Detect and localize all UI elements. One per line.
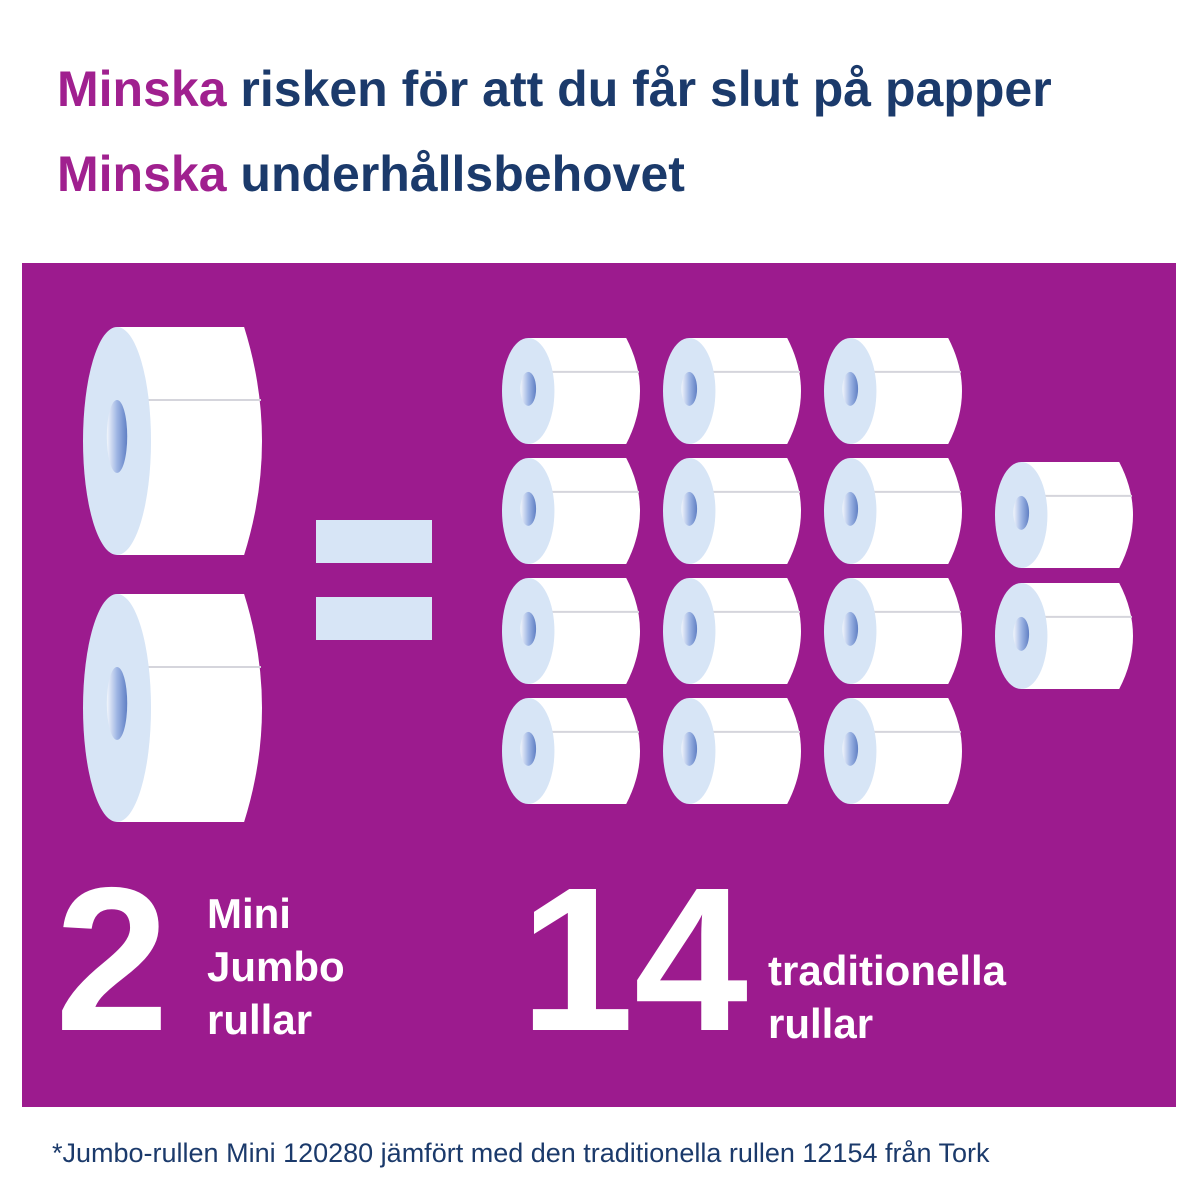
jumbo-roll-1 xyxy=(83,327,262,555)
traditional-roll-1 xyxy=(501,338,640,444)
roll-hole xyxy=(520,491,537,526)
left-count: 2 xyxy=(55,845,169,1074)
traditional-roll-10 xyxy=(501,698,640,804)
heading-1: Minska risken för att du får slut på pap… xyxy=(57,61,1052,117)
jumbo-roll-2 xyxy=(83,594,262,822)
roll-body xyxy=(1021,583,1133,689)
roll-body xyxy=(850,578,962,684)
right-count: 14 xyxy=(520,845,748,1074)
roll-body xyxy=(689,698,801,804)
roll-body xyxy=(850,458,962,564)
roll-body xyxy=(117,327,262,555)
left-label-line-3: rullar xyxy=(207,996,312,1043)
right-label-line-2: rullar xyxy=(768,1000,873,1047)
heading-1-rest: risken för att du får slut på papper xyxy=(227,61,1052,117)
roll-hole xyxy=(1013,495,1030,530)
roll-hole xyxy=(842,731,859,766)
traditional-roll-11 xyxy=(663,698,801,804)
roll-hole xyxy=(681,731,698,766)
roll-body xyxy=(528,458,640,564)
roll-body xyxy=(689,458,801,564)
heading-2-accent: Minska xyxy=(57,146,228,202)
roll-hole xyxy=(842,491,859,526)
heading-2-rest: underhållsbehovet xyxy=(227,146,686,202)
roll-hole xyxy=(842,611,859,646)
roll-hole xyxy=(842,371,859,406)
roll-hole xyxy=(520,731,537,766)
equals-bar-top xyxy=(316,520,432,563)
right-label-line-1: traditionella xyxy=(768,947,1007,994)
traditional-roll-3 xyxy=(824,338,962,444)
equals-bar-bottom xyxy=(316,597,432,640)
traditional-roll-13 xyxy=(995,462,1133,568)
roll-hole xyxy=(106,399,128,473)
left-label-line-1: Mini xyxy=(207,890,291,937)
roll-body xyxy=(850,338,962,444)
roll-body xyxy=(117,594,262,822)
traditional-roll-6 xyxy=(824,458,962,564)
roll-body xyxy=(528,578,640,684)
traditional-roll-9 xyxy=(824,578,962,684)
roll-body xyxy=(528,698,640,804)
heading-1-accent: Minska xyxy=(57,61,228,117)
left-label-line-2: Jumbo xyxy=(207,943,345,990)
traditional-roll-4 xyxy=(501,458,640,564)
roll-body xyxy=(689,578,801,684)
roll-hole xyxy=(681,371,698,406)
roll-body xyxy=(689,338,801,444)
roll-hole xyxy=(106,666,128,740)
heading-2: Minska underhållsbehovet xyxy=(57,146,685,202)
roll-hole xyxy=(681,491,698,526)
roll-body xyxy=(528,338,640,444)
roll-body xyxy=(850,698,962,804)
roll-hole xyxy=(520,371,537,406)
roll-hole xyxy=(1013,616,1030,651)
footnote: *Jumbo-rullen Mini 120280 jämfört med de… xyxy=(52,1138,990,1168)
traditional-roll-5 xyxy=(663,458,801,564)
roll-hole xyxy=(520,611,537,646)
traditional-roll-8 xyxy=(663,578,801,684)
traditional-roll-12 xyxy=(824,698,962,804)
traditional-roll-7 xyxy=(501,578,640,684)
roll-hole xyxy=(681,611,698,646)
traditional-roll-2 xyxy=(663,338,801,444)
traditional-roll-14 xyxy=(995,583,1133,689)
roll-icons xyxy=(83,327,1133,822)
roll-body xyxy=(1021,462,1133,568)
